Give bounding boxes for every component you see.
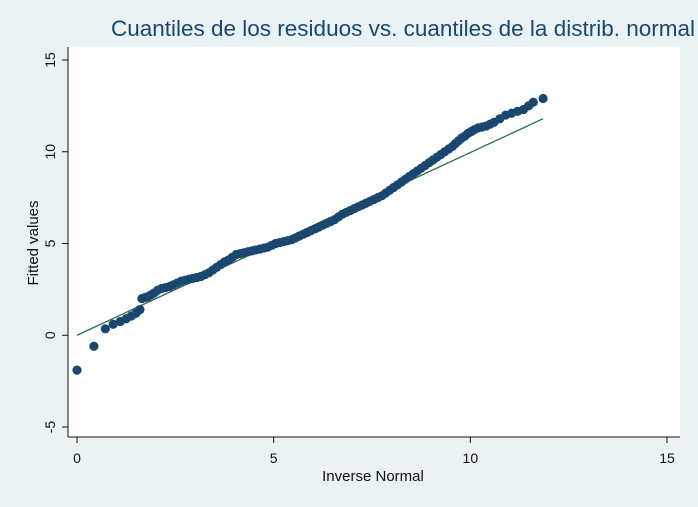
- chart-marks: [72, 93, 548, 375]
- plot-area: [68, 47, 680, 437]
- x-tick-label: 15: [659, 450, 675, 466]
- x-tick-label: 0: [73, 450, 81, 466]
- y-tick-label: 10: [42, 144, 58, 160]
- data-point: [135, 304, 145, 315]
- x-tick-label: 10: [463, 450, 479, 466]
- data-point: [100, 324, 110, 334]
- x-tick-label: 5: [270, 450, 278, 466]
- data-point: [89, 341, 99, 351]
- chart-title: Cuantiles de los residuos vs. cuantiles …: [110, 16, 695, 41]
- data-point: [528, 97, 538, 107]
- axes: 0 5 10 15 -5 0 5 10 15: [42, 52, 675, 466]
- x-axis-title: Inverse Normal: [322, 468, 424, 485]
- data-point: [538, 93, 548, 104]
- y-axis-title: Fitted values: [25, 200, 42, 285]
- y-tick-label: -5: [42, 421, 58, 434]
- data-point: [108, 319, 118, 329]
- y-tick-label: 5: [42, 239, 58, 247]
- y-tick-label: 0: [42, 331, 58, 339]
- y-tick-label: 15: [42, 52, 58, 68]
- data-point: [72, 365, 82, 375]
